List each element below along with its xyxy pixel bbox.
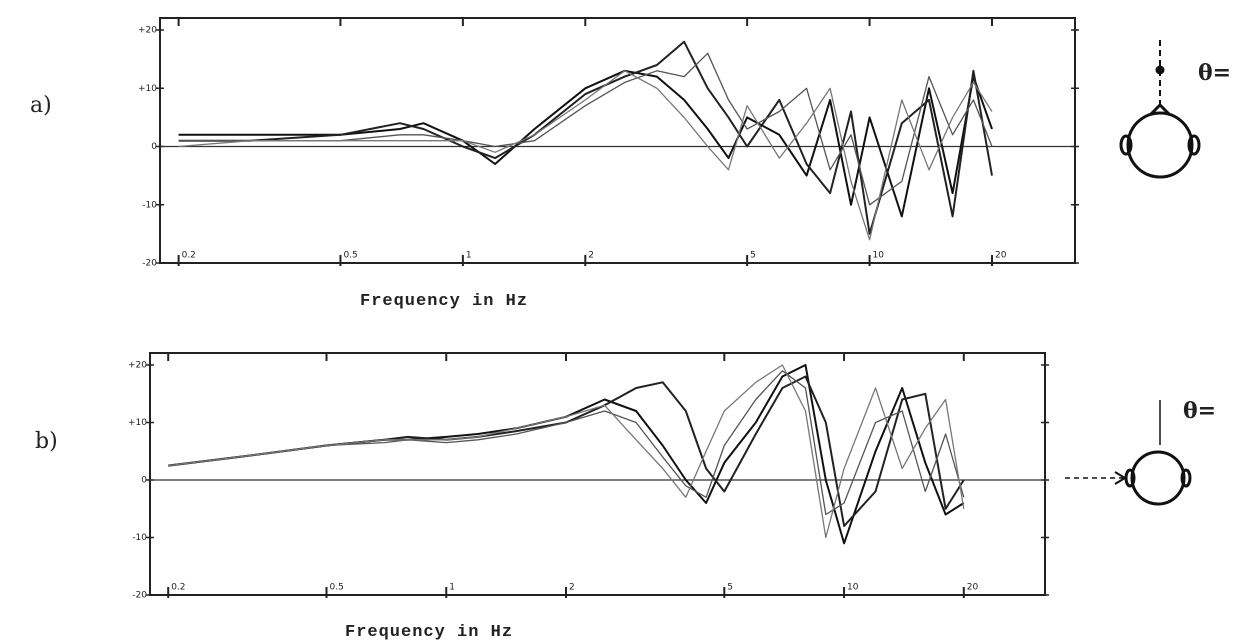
y-tick-label: 0 <box>141 476 147 486</box>
angle-label: θ= <box>1198 60 1231 86</box>
panel-label: a) <box>30 93 52 118</box>
x-tick-label: 0.5 <box>343 251 357 261</box>
curve <box>178 69 993 218</box>
x-tick-label: 1 <box>466 251 472 261</box>
x-tick-label: 20 <box>967 583 979 593</box>
x-tick-label: 2 <box>588 251 594 261</box>
curve <box>178 70 993 241</box>
y-tick-label: -10 <box>132 533 147 543</box>
curve <box>168 364 965 539</box>
x-axis-label: Frequency in Hz <box>360 292 528 311</box>
y-tick-label: +20 <box>138 26 157 36</box>
y-tick-label: -20 <box>132 591 147 601</box>
plot-frame <box>149 352 1046 596</box>
plot-frame <box>159 17 1076 264</box>
panel-label: b) <box>35 429 58 454</box>
y-tick-label: -10 <box>142 200 157 210</box>
head-icon-b <box>1065 400 1192 506</box>
x-tick-label: 10 <box>847 583 859 593</box>
curve <box>178 52 993 206</box>
curve <box>168 370 965 516</box>
y-tick-label: +20 <box>128 361 147 371</box>
y-tick-label: +10 <box>128 418 147 428</box>
curve <box>168 375 965 527</box>
x-tick-label: 0.2 <box>171 583 185 593</box>
curve <box>168 364 965 545</box>
x-tick-label: 1 <box>449 583 455 593</box>
y-tick-label: 0 <box>151 142 157 152</box>
x-axis-label: Frequency in Hz <box>345 623 513 642</box>
x-tick-label: 0.2 <box>182 251 196 261</box>
x-tick-label: 0.5 <box>330 583 344 593</box>
angle-label: θ= <box>1183 398 1216 424</box>
curve <box>178 40 993 235</box>
head-icon-a <box>1119 40 1201 179</box>
x-tick-label: 2 <box>569 583 575 593</box>
x-tick-label: 20 <box>995 251 1007 261</box>
y-tick-label: +10 <box>138 84 157 94</box>
y-tick-label: -20 <box>142 259 157 269</box>
x-tick-label: 5 <box>750 251 756 261</box>
x-tick-label: 5 <box>727 583 733 593</box>
x-tick-label: 10 <box>873 251 885 261</box>
